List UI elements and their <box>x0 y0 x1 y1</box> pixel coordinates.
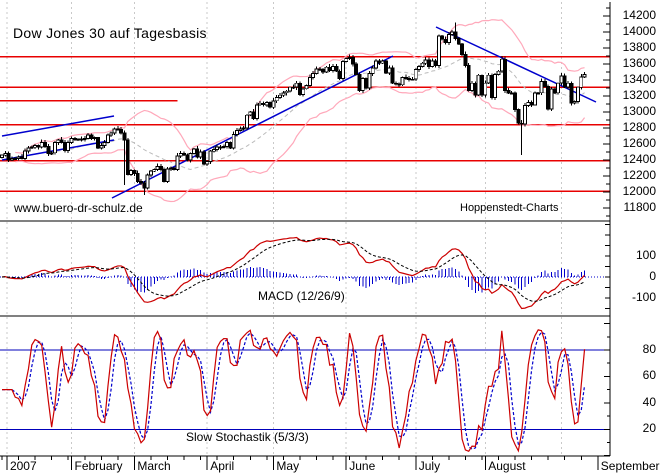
price-tick-label: 13800 <box>622 40 656 54</box>
price-tick-label: 12400 <box>622 152 656 166</box>
macd-tick-label: -100 <box>631 290 656 304</box>
price-tick-label: 13200 <box>622 88 656 102</box>
watermark-url: www.buero-dr-schulz.de <box>14 201 143 215</box>
price-tick-label: 13600 <box>622 56 656 70</box>
price-tick-label: 14000 <box>622 24 656 38</box>
month-label: May <box>276 459 300 473</box>
stochastic-tick-label: 40 <box>642 394 656 409</box>
price-tick-label: 12200 <box>622 168 656 182</box>
month-label: March <box>137 459 171 473</box>
price-tick-label: 12800 <box>622 120 656 134</box>
month-label: July <box>418 459 441 473</box>
macd-tick-label: 100 <box>635 248 656 262</box>
macd-tick-label: 0 <box>649 269 656 283</box>
month-label: August <box>488 459 526 473</box>
stochastic-tick-label: 80 <box>642 342 656 356</box>
month-label: June <box>349 459 376 473</box>
month-label: September <box>600 459 660 473</box>
stochastic-panel-label: Slow Stochastik (5/3/3) <box>186 430 309 444</box>
price-tick-label: 12000 <box>622 184 656 198</box>
stochastic-tick-label: 60 <box>642 368 656 383</box>
price-tick-label: 14200 <box>622 8 656 22</box>
price-tick-label: 12600 <box>622 136 656 150</box>
month-label: 2007 <box>9 459 37 473</box>
stochastic-tick-label: 20 <box>642 421 656 436</box>
month-label: April <box>210 459 235 473</box>
macd-panel-label: MACD (12/26/9) <box>258 289 345 303</box>
price-tick-label: 13000 <box>622 104 656 118</box>
chart-title: Dow Jones 30 auf Tagesbasis <box>13 25 207 41</box>
price-tick-label: 11800 <box>623 200 656 214</box>
brand-label: Hoppenstedt-Charts <box>460 202 559 214</box>
price-tick-label: 13400 <box>622 72 656 86</box>
month-label: February <box>74 459 123 473</box>
